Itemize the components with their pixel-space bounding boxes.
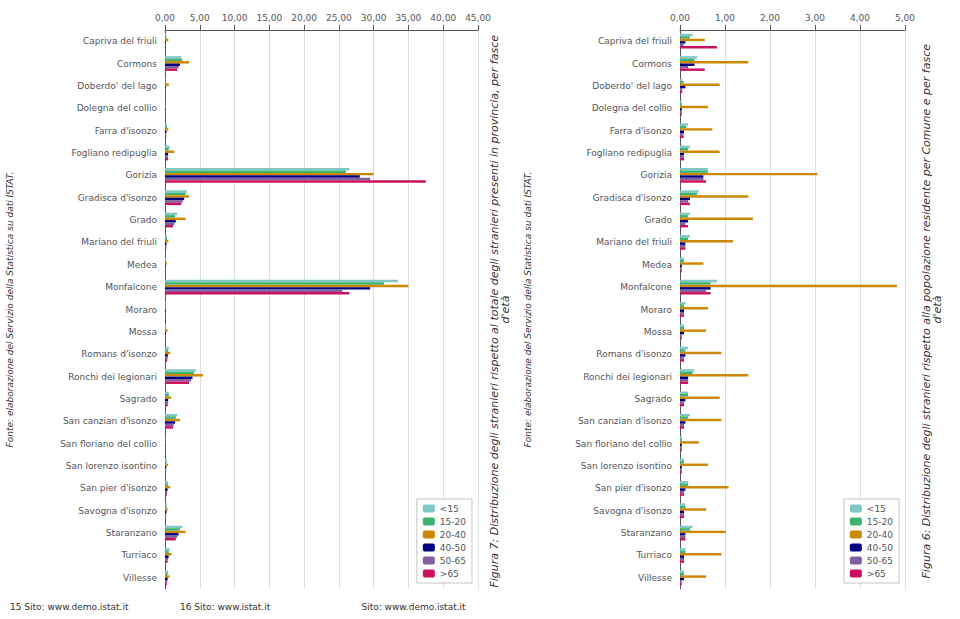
svg-text:San canzian d'isonzo: San canzian d'isonzo	[578, 416, 673, 426]
svg-text:Villesse: Villesse	[123, 573, 157, 583]
svg-text:Monfalcone: Monfalcone	[620, 282, 672, 292]
svg-text:Staranzano: Staranzano	[621, 528, 673, 538]
svg-text:<15: <15	[440, 504, 459, 514]
svg-text:Mossa: Mossa	[644, 327, 672, 337]
svg-text:San floriano del collio: San floriano del collio	[575, 439, 672, 449]
svg-text:16 Sito: www.istat.it: 16 Sito: www.istat.it	[180, 602, 271, 612]
svg-text:Moraro: Moraro	[641, 305, 673, 315]
svg-text:40-50: 40-50	[867, 543, 893, 553]
svg-text:15-20: 15-20	[867, 517, 893, 527]
svg-text:2,00: 2,00	[760, 13, 780, 23]
svg-text:Grado: Grado	[130, 215, 158, 225]
svg-text:Grado: Grado	[645, 215, 673, 225]
svg-text:Figura 6: Distribuzione degli: Figura 6: Distribuzione degli stranieri …	[920, 40, 933, 579]
svg-text:0,00: 0,00	[155, 13, 175, 23]
svg-text:Savogna d'isonzo: Savogna d'isonzo	[78, 506, 157, 516]
svg-text:Medea: Medea	[127, 260, 157, 270]
svg-text:Staranzano: Staranzano	[106, 528, 158, 538]
svg-text:Ronchi dei legionari: Ronchi dei legionari	[583, 372, 672, 382]
svg-text:20-40: 20-40	[867, 530, 893, 540]
svg-text:25,00: 25,00	[326, 13, 352, 23]
svg-text:Romans d'isonzo: Romans d'isonzo	[81, 349, 157, 359]
svg-text:50-65: 50-65	[440, 556, 466, 566]
svg-text:Fogliano redipuglia: Fogliano redipuglia	[71, 148, 157, 158]
svg-text:Fonte: elaborazione del Serviz: Fonte: elaborazione del Servizio della S…	[5, 172, 15, 448]
svg-text:35,00: 35,00	[396, 13, 422, 23]
svg-text:San canzian d'isonzo: San canzian d'isonzo	[63, 416, 158, 426]
svg-text:San lorenzo isontino: San lorenzo isontino	[66, 461, 158, 471]
svg-text:15,00: 15,00	[256, 13, 282, 23]
svg-text:Mariano del friuli: Mariano del friuli	[596, 237, 672, 247]
svg-text:Medea: Medea	[642, 260, 672, 270]
svg-text:Turriaco: Turriaco	[635, 550, 672, 560]
svg-text:Fonte: elaborazione del Serviz: Fonte: elaborazione del Servizio della S…	[523, 172, 533, 448]
svg-text:Farra d'isonzo: Farra d'isonzo	[95, 126, 158, 136]
svg-text:Cormons: Cormons	[632, 59, 672, 69]
svg-text:Fogliano redipuglia: Fogliano redipuglia	[586, 148, 672, 158]
svg-text:Dolegna del collio: Dolegna del collio	[592, 103, 673, 113]
svg-text:0,00: 0,00	[670, 13, 690, 23]
svg-text:Turriaco: Turriaco	[120, 550, 157, 560]
svg-text:Mariano del friuli: Mariano del friuli	[81, 237, 157, 247]
svg-text:Gorizia: Gorizia	[641, 170, 672, 180]
svg-text:15-20: 15-20	[440, 517, 466, 527]
svg-text:50-65: 50-65	[867, 556, 893, 566]
svg-text:Sagrado: Sagrado	[635, 394, 673, 404]
svg-text:10,00: 10,00	[222, 13, 248, 23]
svg-text:d'età: d'età	[499, 295, 512, 323]
svg-text:Gradisca d'isonzo: Gradisca d'isonzo	[78, 193, 158, 203]
svg-text:Cormons: Cormons	[117, 59, 157, 69]
svg-text:Doberdo' del lago: Doberdo' del lago	[77, 81, 157, 91]
svg-text:Gradisca d'isonzo: Gradisca d'isonzo	[593, 193, 673, 203]
svg-text:Ronchi dei legionari: Ronchi dei legionari	[68, 372, 157, 382]
svg-text:>65: >65	[867, 569, 886, 579]
svg-text:4,00: 4,00	[850, 13, 870, 23]
svg-text:>65: >65	[440, 569, 459, 579]
svg-text:<15: <15	[867, 504, 886, 514]
svg-text:Capriva del friuli: Capriva del friuli	[83, 36, 157, 46]
svg-text:20,00: 20,00	[291, 13, 317, 23]
svg-text:Romans d'isonzo: Romans d'isonzo	[596, 349, 672, 359]
svg-text:5,00: 5,00	[895, 13, 915, 23]
svg-text:30,00: 30,00	[361, 13, 387, 23]
svg-text:San pier d'isonzo: San pier d'isonzo	[80, 483, 157, 493]
svg-text:Gorizia: Gorizia	[126, 170, 157, 180]
svg-text:Figura 7: Distribuzione degli: Figura 7: Distribuzione degli stranieri …	[488, 31, 501, 588]
svg-text:d'età: d'età	[931, 295, 944, 323]
svg-text:45,00: 45,00	[465, 13, 491, 23]
svg-text:San floriano del collio: San floriano del collio	[60, 439, 157, 449]
svg-text:1,00: 1,00	[715, 13, 735, 23]
svg-text:5,00: 5,00	[190, 13, 210, 23]
svg-text:3,00: 3,00	[805, 13, 825, 23]
svg-text:Monfalcone: Monfalcone	[105, 282, 157, 292]
svg-text:Dolegna del collio: Dolegna del collio	[77, 103, 158, 113]
svg-text:Mossa: Mossa	[129, 327, 157, 337]
svg-text:20-40: 20-40	[440, 530, 466, 540]
svg-text:15 Sito: www.demo.istat.it: 15 Sito: www.demo.istat.it	[10, 602, 129, 612]
svg-text:Capriva del friuli: Capriva del friuli	[598, 36, 672, 46]
svg-text:San lorenzo isontino: San lorenzo isontino	[581, 461, 673, 471]
svg-text:Savogna d'isonzo: Savogna d'isonzo	[593, 506, 672, 516]
svg-text:Sito: www.demo.istat.it: Sito: www.demo.istat.it	[350, 602, 466, 612]
svg-text:40,00: 40,00	[430, 13, 456, 23]
svg-text:Villesse: Villesse	[638, 573, 672, 583]
svg-text:40-50: 40-50	[440, 543, 466, 553]
svg-text:Moraro: Moraro	[126, 305, 158, 315]
svg-text:Doberdo' del lago: Doberdo' del lago	[592, 81, 672, 91]
svg-text:Farra d'isonzo: Farra d'isonzo	[610, 126, 673, 136]
svg-text:Sagrado: Sagrado	[120, 394, 158, 404]
svg-text:San pier d'isonzo: San pier d'isonzo	[595, 483, 672, 493]
